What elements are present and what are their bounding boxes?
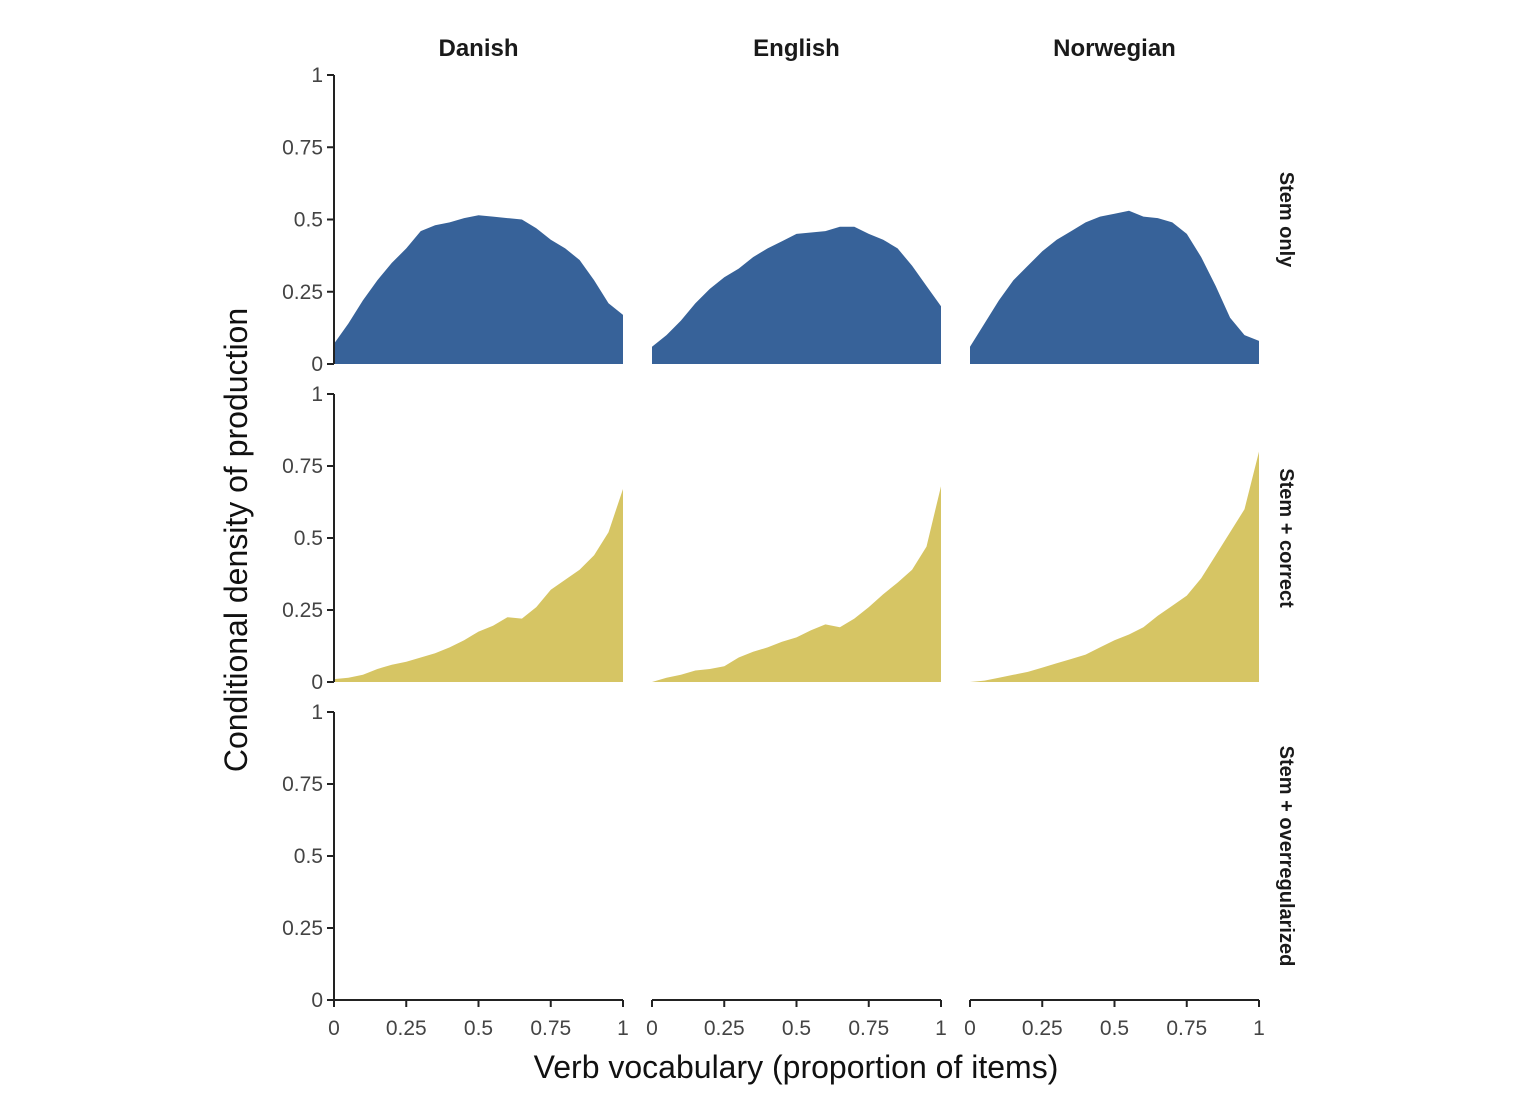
y-axis-title: Conditional density of production — [218, 308, 254, 772]
panel-stem-only-danish: 0 0.25 0.5 0.75 1 — [282, 64, 623, 376]
panel-stem-correct-danish: 0 0.25 0.5 0.75 1 — [282, 383, 623, 694]
panel-stem-overregularized-english-x-tick-label: 0 — [646, 1017, 658, 1040]
panel-stem-overregularized-norwegian-x-tick-label: 0.25 — [1022, 1017, 1063, 1040]
panel-stem-correct-danish-y-tick-label: 0.5 — [294, 527, 323, 550]
panel-stem-overregularized-danish-x-tick-label: 0.75 — [530, 1017, 571, 1040]
column-strip-norwegian: Norwegian — [1053, 35, 1176, 62]
panel-stem-overregularized-danish-y-tick-label: 1 — [311, 701, 323, 724]
panel-stem-only-english-area — [652, 226, 941, 364]
panel-stem-correct-english — [652, 486, 941, 682]
panel-stem-overregularized-danish-y-tick-label: 0.25 — [282, 917, 323, 940]
panel-stem-correct-english-area — [652, 486, 941, 682]
row-strip-stem-only: Stem only — [1275, 172, 1297, 268]
panel-stem-only-norwegian — [970, 210, 1259, 364]
x-axis-title: Verb vocabulary (proportion of items) — [534, 1049, 1059, 1085]
panel-stem-only-danish-area — [334, 215, 623, 364]
panel-stem-overregularized-english-x-tick-label: 0.75 — [848, 1017, 889, 1040]
panel-stem-overregularized-english-x-tick-label: 0.5 — [782, 1017, 811, 1040]
panel-stem-only-danish-y-tick-label: 0.75 — [282, 136, 323, 159]
panel-stem-correct-norwegian-area — [970, 451, 1259, 682]
panel-stem-overregularized-norwegian: 0 0.25 0.5 0.75 1 — [964, 999, 1265, 1040]
panel-stem-overregularized-norwegian-x-tick-label: 0 — [964, 1017, 976, 1040]
panel-stem-overregularized-danish-x-tick-label: 0.5 — [464, 1017, 493, 1040]
panel-stem-overregularized-english: 0 0.25 0.5 0.75 1 — [646, 999, 947, 1040]
panel-stem-only-norwegian-area — [970, 210, 1259, 364]
panel-stem-overregularized-danish-x-tick-label: 0.25 — [386, 1017, 427, 1040]
panel-stem-overregularized-norwegian-x-tick-label: 0.5 — [1100, 1017, 1129, 1040]
panel-stem-overregularized-danish-y-tick-label: 0.75 — [282, 773, 323, 796]
strips-layer: Danish English Norwegian Stem only Stem + co… — [438, 35, 1297, 966]
panel-stem-correct-danish-area — [334, 489, 623, 682]
panel-stem-only-danish-y-tick-label: 1 — [311, 64, 323, 87]
panel-stem-overregularized-danish-y-tick-label: 0.5 — [294, 845, 323, 868]
column-strip-english: English — [753, 35, 840, 62]
panel-stem-overregularized-danish-x-tick-label: 0 — [328, 1017, 340, 1040]
panel-stem-overregularized-danish-x-tick-label: 1 — [617, 1017, 629, 1040]
panel-stem-correct-danish-y-tick-label: 0.25 — [282, 599, 323, 622]
panel-stem-correct-danish-y-tick-label: 0 — [311, 671, 323, 694]
panel-stem-only-danish-y-tick-label: 0.5 — [294, 209, 323, 232]
panel-stem-overregularized-danish: 0 0.25 0.5 0.75 1 0 0.25 0.5 0.75 1 — [282, 701, 629, 1040]
panel-stem-only-english — [652, 226, 941, 364]
panels-layer: 00.250.50.75100.250.50.75100.250.50.7510… — [282, 64, 1265, 1040]
panel-stem-only-danish-y-tick-label: 0.25 — [282, 281, 323, 304]
panel-stem-correct-norwegian — [970, 451, 1259, 682]
column-strip-danish: Danish — [438, 35, 518, 62]
row-strip-stem-overregularized: Stem + overregularized — [1275, 746, 1297, 967]
row-strip-stem-correct: Stem + correct — [1275, 468, 1297, 608]
panel-stem-overregularized-danish-y-tick-label: 0 — [311, 989, 323, 1012]
panel-stem-overregularized-norwegian-x-tick-label: 1 — [1253, 1017, 1265, 1040]
panel-stem-overregularized-english-x-tick-label: 1 — [935, 1017, 947, 1040]
panel-stem-overregularized-english-x-tick-label: 0.25 — [704, 1017, 745, 1040]
panel-stem-overregularized-norwegian-x-tick-label: 0.75 — [1166, 1017, 1207, 1040]
panel-stem-only-danish-y-tick-label: 0 — [311, 353, 323, 376]
panel-stem-correct-danish-y-tick-label: 1 — [311, 383, 323, 406]
panel-stem-correct-danish-y-tick-label: 0.75 — [282, 455, 323, 478]
